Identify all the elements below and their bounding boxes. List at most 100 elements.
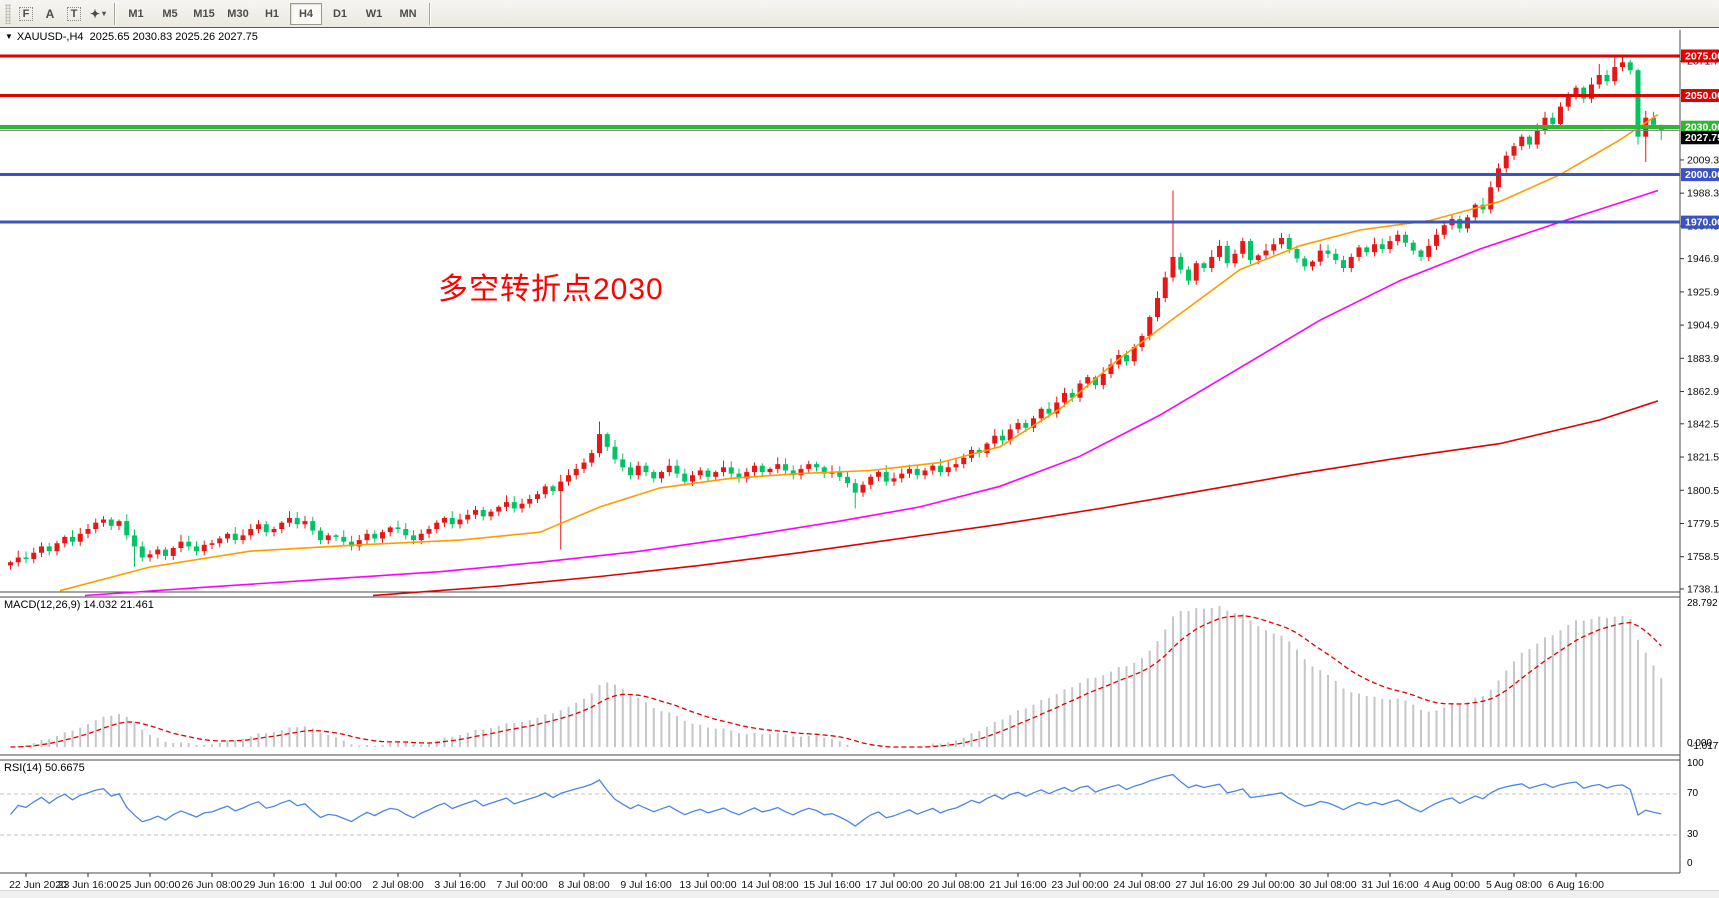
candle-body [635,465,641,476]
macd-scale-zero: 0.000 [1687,738,1713,749]
resistance-price-badge[interactable] [1681,89,1719,103]
resistance-price-badge[interactable] [1681,49,1719,63]
candle-body [1403,234,1408,243]
candle-body [860,484,866,493]
candle-body [418,533,424,541]
candle-body [628,467,633,476]
candle-body [1651,117,1656,125]
candle-body [1209,256,1215,268]
candle-body [1317,250,1323,262]
candle-body [868,476,874,485]
candle-body [1000,435,1005,441]
candle-body [178,541,184,549]
candle-body [256,524,261,530]
text-box-tool[interactable]: T [63,3,85,25]
macd-indicator-label: MACD(12,26,9) 14.032 21.461 [4,599,154,611]
pivot-price-badge[interactable] [1681,120,1719,134]
timeframe-button-w1[interactable]: W1 [365,7,383,20]
candle-body [845,476,850,484]
support-price-badge[interactable] [1681,215,1719,229]
candle-body [465,514,471,520]
candle-body [387,527,393,533]
candle-body [457,519,463,525]
candle-body [1395,234,1401,242]
current-price-badge[interactable] [1681,131,1719,145]
rsi-line [10,773,1662,827]
candle-body [1100,373,1106,386]
candle-body [201,544,207,552]
candle-body [442,517,447,523]
candle-body [705,470,711,477]
candle-body [1186,269,1191,281]
candle-body [542,486,548,495]
rsi-indicator-label: RSI(14) 50.6675 [4,762,85,774]
drawing-tools-group: F A T ✦ ▾ [14,3,110,25]
x-axis-label: 6 Aug 16:00 [1548,879,1604,891]
x-axis-label: 15 Jul 16:00 [803,879,860,891]
toolbar-grip-handle[interactable] [5,3,11,24]
y-axis-tick-label: 1883.90 [1687,353,1719,365]
ma-slow-line [372,400,1659,597]
candle-body [511,502,517,509]
candle-body [651,472,657,479]
x-axis-label: 7 Jul 00:00 [496,879,548,891]
candle-body [194,546,199,552]
candle-body [8,562,13,566]
candle-body [1356,247,1362,257]
chart-text-annotation[interactable]: 多空转折点2030 [438,273,664,306]
support-price-badge[interactable] [1681,168,1719,182]
toolbar-separator [429,2,430,25]
candle-body [1565,95,1571,107]
timeframe-button-h4[interactable]: H4 [290,2,322,25]
timeframe-button-d1[interactable]: D1 [332,7,348,20]
candle-body [46,546,52,552]
candle-body [85,529,91,534]
candle-body [1271,244,1277,251]
ohlc-values: 2025.65 2030.83 2025.26 2027.75 [89,31,258,43]
candle-body [1302,258,1308,267]
chart-ohlc-header[interactable]: ▼ XAUUSD-,H4 2025.65 2030.83 2025.26 2027… [5,31,258,43]
candle-body [364,533,370,541]
candle-body [449,517,455,525]
candle-body [1589,84,1594,99]
candle-body [1333,253,1339,261]
resistance-price-badge-value: 2050.00 [1685,90,1719,102]
candle-body [612,446,618,460]
x-axis-label: 4 Aug 00:00 [1424,879,1480,891]
candle-body [480,510,486,517]
timeframe-button-h1[interactable]: H1 [264,7,280,20]
candle-body [883,472,889,482]
candle-body [527,498,533,504]
candle-body [147,554,153,558]
candle-body [558,481,564,492]
timeframe-button-mn[interactable]: MN [399,7,417,20]
timeframe-button-m5[interactable]: M5 [162,7,178,20]
candle-body [1240,241,1246,254]
candle-body [279,522,285,530]
x-axis-label: 2 Jul 08:00 [372,879,424,891]
candle-body [682,473,688,482]
x-axis-label: 3 Jul 16:00 [434,879,486,891]
candle-body [1496,168,1501,188]
shapes-tool[interactable]: ✦ ▾ [89,6,107,21]
x-axis-label: 5 Aug 08:00 [1486,879,1542,891]
candle-body [1457,218,1463,229]
candle-body [713,472,719,477]
candle-body [302,521,308,525]
timeframe-button-m30[interactable]: M30 [227,7,249,20]
arrow-label-tool[interactable]: A [45,6,55,21]
candle-body [1581,87,1587,99]
chart-window-tool[interactable]: F [15,3,37,25]
y-axis-tick-label: 1758.50 [1687,551,1719,563]
candle-body [899,473,905,479]
candle-body [620,459,626,468]
timeframe-button-m15[interactable]: M15 [193,7,215,20]
candle-body [1426,245,1432,257]
candle-body [1007,429,1013,441]
candle-body [271,529,277,533]
timeframe-button-m1[interactable]: M1 [128,7,144,20]
rsi-scale-100: 100 [1687,758,1704,769]
x-axis-label: 1 Jul 00:00 [310,879,362,891]
